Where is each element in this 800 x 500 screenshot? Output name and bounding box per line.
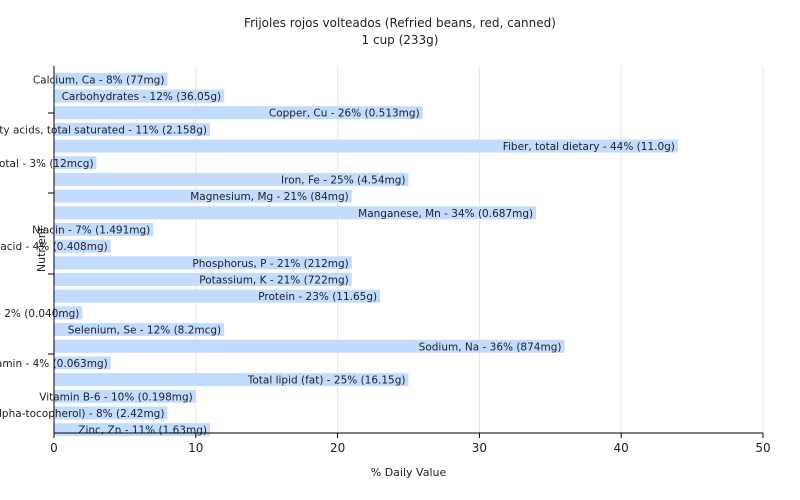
bar: [54, 373, 409, 387]
x-axis-title: % Daily Value: [371, 466, 447, 479]
bar-label: Total lipid (fat) - 25% (16.15g): [247, 375, 406, 387]
bar: [54, 356, 111, 370]
bar-label: Carbohydrates - 12% (36.05g): [62, 91, 222, 103]
bar-label: Manganese, Mn - 34% (0.687mg): [358, 208, 533, 220]
x-tick-label: 20: [330, 441, 345, 455]
bar: [54, 222, 154, 236]
bar: [54, 89, 225, 103]
bar-label: Magnesium, Mg - 21% (84mg): [190, 191, 349, 203]
x-ticks: 0 10 20 30 40 50: [48, 112, 771, 455]
x-tick-label: 10: [188, 441, 203, 455]
bar-label: Fatty acids, total saturated - 11% (2.15…: [0, 124, 207, 136]
bar: [54, 389, 196, 403]
bar: [54, 189, 352, 203]
bar-label: Vitamin B-6 - 10% (0.198mg): [39, 391, 193, 403]
bar: [54, 273, 352, 287]
bar: [54, 323, 225, 337]
bars: Calcium, Ca - 8% (77mg) Carbohydrates - 1…: [0, 72, 678, 437]
y-axis-title: Nutrient: [35, 226, 48, 272]
x-tick-label: 50: [755, 441, 770, 455]
bar-label: Potassium, K - 21% (722mg): [199, 275, 349, 287]
bar-label: Copper, Cu - 26% (0.513mg): [269, 108, 420, 120]
bar: [54, 156, 97, 170]
bar: [54, 139, 678, 153]
axes: [53, 66, 763, 434]
bar: [54, 339, 565, 353]
x-tick-label: 40: [614, 441, 629, 455]
bar-label: Calcium, Ca - 8% (77mg): [33, 74, 165, 86]
bar-label: Folate, total - 3% (12mcg): [0, 158, 94, 170]
bar: [54, 122, 210, 136]
bar-label: Sodium, Na - 36% (874mg): [419, 341, 562, 353]
bar: [54, 406, 168, 420]
bar-label: Vitamin E (alpha-tocopherol) - 8% (2.42m…: [0, 408, 164, 420]
grid: [195, 66, 764, 433]
bar: [54, 289, 381, 303]
bar-label: Iron, Fe - 25% (4.54mg): [281, 174, 405, 186]
x-tick-label: 30: [472, 441, 487, 455]
bar: [54, 256, 352, 270]
bar: [54, 239, 111, 253]
bar: [54, 106, 423, 120]
bar-label: Phosphorus, P - 21% (212mg): [192, 258, 348, 270]
bar-label: Niacin - 7% (1.491mg): [32, 224, 150, 236]
chart-subtitle: 1 cup (233g): [361, 33, 439, 47]
bar-label: Zinc, Zn - 11% (1.63mg): [78, 425, 207, 437]
bar-label: Selenium, Se - 12% (8.2mcg): [68, 325, 221, 337]
bar-label: Fiber, total dietary - 44% (11.0g): [503, 141, 675, 153]
x-tick-label: 0: [50, 441, 58, 455]
chart-title: Frijoles rojos volteados (Refried beans,…: [244, 16, 556, 30]
bar: [54, 172, 409, 186]
bar-label: Riboflavin - 2% (0.040mg): [0, 308, 79, 320]
bar: [54, 72, 168, 86]
bar-label: Protein - 23% (11.65g): [258, 291, 377, 303]
bar: [54, 206, 537, 220]
bar: [54, 306, 83, 320]
